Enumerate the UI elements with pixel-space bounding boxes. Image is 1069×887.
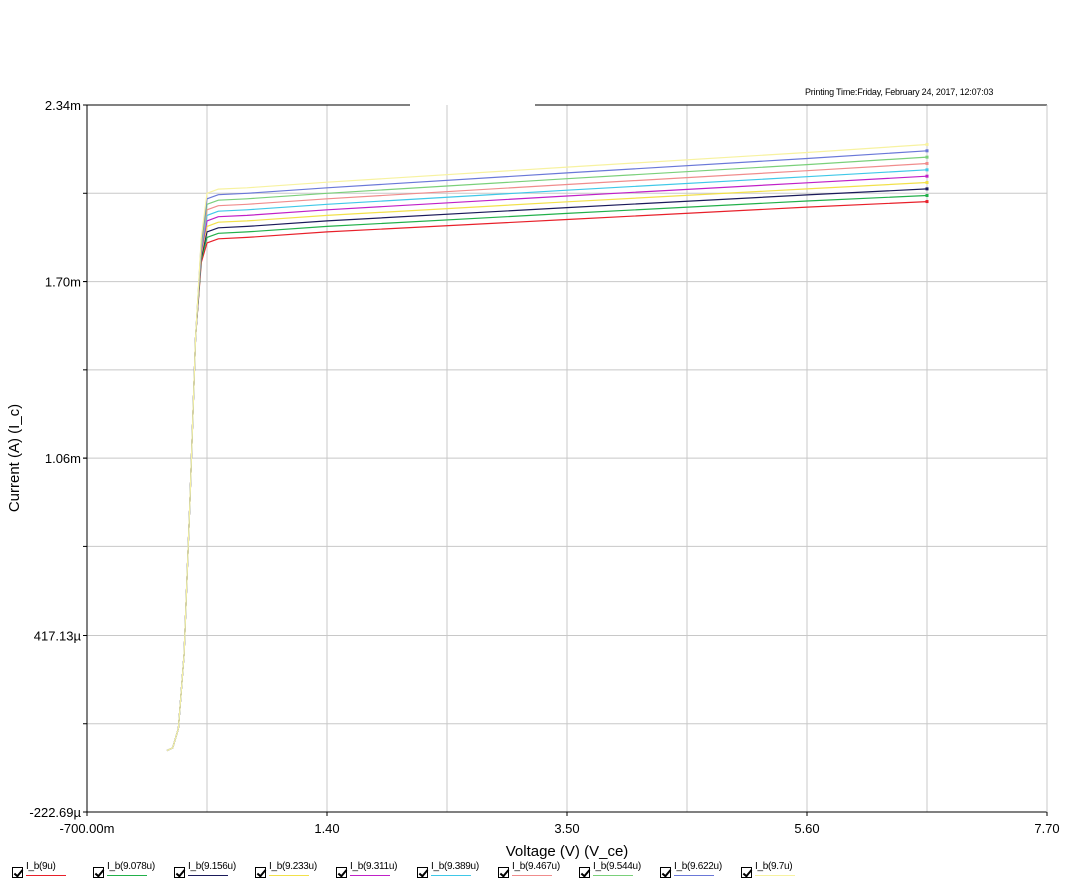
series-line-3 xyxy=(166,188,928,752)
series-line-7 xyxy=(166,162,928,752)
legend-swatch xyxy=(755,875,795,876)
y-tick-label: -222.69µ xyxy=(29,805,81,820)
legend-item[interactable]: I_b(9.156u) xyxy=(162,859,242,885)
legend-label: I_b(9.311u) xyxy=(350,861,398,872)
legend-checkbox[interactable] xyxy=(417,867,428,878)
x-axis-title: Voltage (V) (V_ce) xyxy=(506,843,629,859)
legend-item[interactable]: I_b(9.467u) xyxy=(486,859,566,885)
legend-swatch xyxy=(674,875,714,876)
legend-item[interactable]: I_b(9.7u) xyxy=(729,859,809,885)
series-line-6 xyxy=(166,169,928,752)
printing-time: Printing Time:Friday, February 24, 2017,… xyxy=(805,87,994,97)
legend-label: I_b(9.156u) xyxy=(188,861,236,872)
legend-item[interactable]: I_b(9.078u) xyxy=(81,859,161,885)
legend-swatch xyxy=(593,875,633,876)
y-tick-label: 417.13µ xyxy=(34,628,82,643)
series-end-marker-8 xyxy=(925,155,929,159)
iv-curve-chart: 2.34m 1.70m 1.06m 417.13µ -222.69µ-700.00m 1.… xyxy=(6,98,1060,859)
axis-ticks: 2.34m 1.70m 1.06m 417.13µ -222.69µ-700.00m 1.… xyxy=(29,98,1059,836)
legend-checkbox[interactable] xyxy=(255,867,266,878)
legend-label: I_b(9.467u) xyxy=(512,861,560,872)
x-tick-label: 5.60 xyxy=(794,821,819,836)
legend-label: I_b(9.544u) xyxy=(593,861,641,872)
legend-swatch xyxy=(350,875,390,876)
legend-checkbox[interactable] xyxy=(579,867,590,878)
series-end-marker-7 xyxy=(925,161,929,165)
legend-item[interactable]: I_b(9u) xyxy=(0,859,80,885)
series-end-marker-10 xyxy=(925,142,929,146)
y-tick-label: 1.70m xyxy=(45,275,81,290)
series-end-marker-5 xyxy=(925,174,929,178)
y-tick-label: 1.06m xyxy=(45,451,81,466)
legend-swatch xyxy=(512,875,552,876)
series-end-marker-9 xyxy=(925,149,929,153)
series-end-marker-6 xyxy=(925,168,929,172)
legend-item[interactable]: I_b(9.389u) xyxy=(405,859,485,885)
legend-checkbox[interactable] xyxy=(174,867,185,878)
legend-swatch xyxy=(26,875,66,876)
legend-label: I_b(9u) xyxy=(26,861,56,872)
legend-swatch xyxy=(188,875,228,876)
axis-labels: Voltage (V) (V_ce) Current (A) (I_c) xyxy=(6,404,628,859)
grid xyxy=(87,105,1047,812)
series-end-marker-4 xyxy=(925,181,929,185)
x-tick-label: -700.00m xyxy=(60,821,115,836)
legend-checkbox[interactable] xyxy=(93,867,104,878)
series-line-1 xyxy=(166,201,928,752)
legend-item[interactable]: I_b(9.311u) xyxy=(324,859,404,885)
y-tick-label: 2.34m xyxy=(45,98,81,113)
series-end-marker-3 xyxy=(925,187,929,191)
x-tick-label: 7.70 xyxy=(1034,821,1059,836)
legend-label: I_b(9.078u) xyxy=(107,861,155,872)
legend-label: I_b(9.233u) xyxy=(269,861,317,872)
legend-checkbox[interactable] xyxy=(12,867,23,878)
series-layer xyxy=(166,142,929,752)
legend-swatch xyxy=(269,875,309,876)
y-axis-title: Current (A) (I_c) xyxy=(6,404,23,512)
legend-item[interactable]: I_b(9.622u) xyxy=(648,859,728,885)
series-line-5 xyxy=(166,175,928,752)
legend-checkbox[interactable] xyxy=(660,867,671,878)
legend-label: I_b(9.622u) xyxy=(674,861,722,872)
x-tick-label: 3.50 xyxy=(554,821,579,836)
series-line-2 xyxy=(166,194,928,752)
legend-checkbox[interactable] xyxy=(336,867,347,878)
legend-item[interactable]: I_b(9.233u) xyxy=(243,859,323,885)
legend-label: I_b(9.7u) xyxy=(755,861,793,872)
legend-checkbox[interactable] xyxy=(741,867,752,878)
legend-checkbox[interactable] xyxy=(498,867,509,878)
legend-swatch xyxy=(431,875,471,876)
series-line-8 xyxy=(166,156,928,752)
series-line-9 xyxy=(166,150,928,752)
x-tick-label: 1.40 xyxy=(314,821,339,836)
series-end-marker-2 xyxy=(925,193,929,197)
legend-item[interactable]: I_b(9.544u) xyxy=(567,859,647,885)
series-line-4 xyxy=(166,181,928,752)
series-end-marker-1 xyxy=(925,200,929,204)
legend-label: I_b(9.389u) xyxy=(431,861,479,872)
legend: I_b(9u) I_b(9.078u) I_b(9.156u) I_b(9.233u)… xyxy=(0,859,1069,887)
series-line-10 xyxy=(166,143,928,752)
legend-swatch xyxy=(107,875,147,876)
